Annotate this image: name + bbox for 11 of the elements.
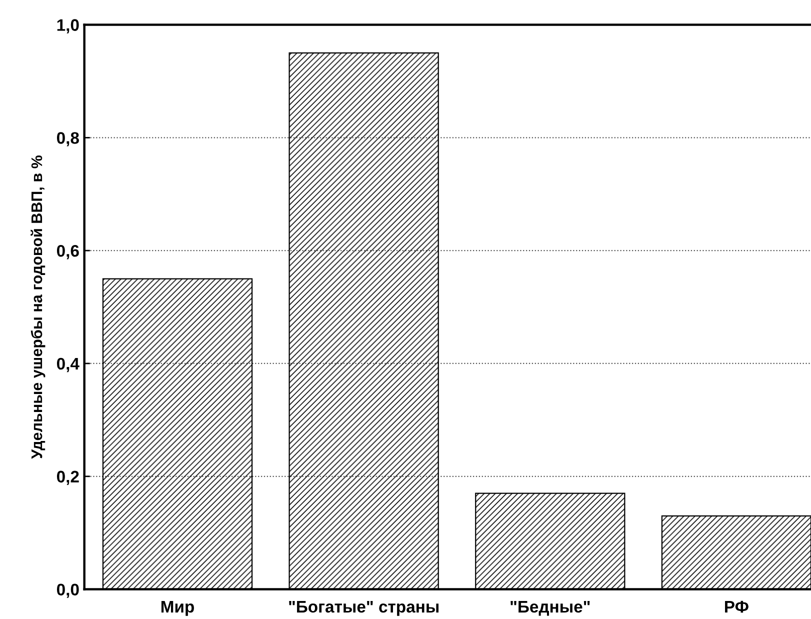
y-axis-title: Удельные ушербы на годовой ВВП, в % (30, 156, 46, 459)
y-tick-label: 0,2 (56, 470, 79, 485)
y-tick-label: 0,8 (56, 132, 79, 146)
x-tick-label: РФ (725, 600, 748, 613)
x-tick-label: "Бедные" (510, 601, 590, 616)
x-tick-label: "Богатые" страны (289, 601, 438, 616)
y-tick-label: 1,0 (57, 19, 79, 34)
y-tick-label: 0,0 (56, 584, 79, 598)
y-tick-label: 0,6 (56, 244, 79, 260)
x-tick-label: Мир (161, 601, 194, 616)
y-tick-label: 0,4 (56, 358, 80, 372)
